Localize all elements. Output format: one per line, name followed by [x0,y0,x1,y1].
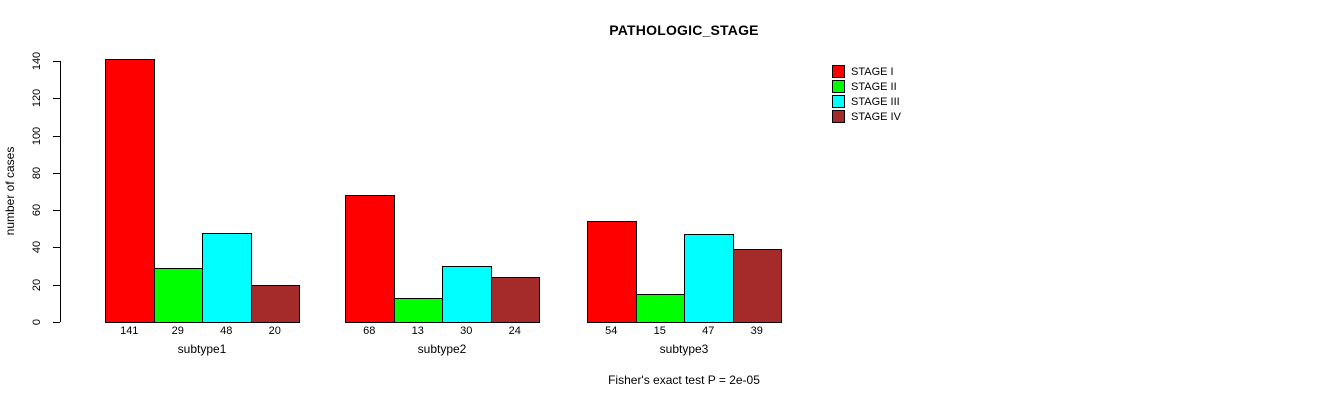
bar-value-label: 24 [508,325,521,337]
y-tick-label: 140 [31,51,43,71]
y-tick-label: 100 [31,126,43,145]
bar-value-label: 48 [220,325,233,337]
bar-value-label: 13 [411,325,424,337]
bar-stage-iv-subtype2 [490,277,540,323]
y-tick-label: 20 [31,278,43,291]
bar-stage-ii-subtype3 [635,294,685,323]
bar-stage-i-subtype1 [105,59,155,323]
y-axis-line [60,61,61,322]
bar-value-label: 29 [171,325,184,337]
bar-stage-iii-subtype2 [442,266,492,323]
legend-label: STAGE I [851,66,894,78]
bar-value-label: 68 [363,325,376,337]
y-tick-mark [53,98,60,100]
bar-stage-iv-subtype3 [732,249,782,323]
bar-value-label: 30 [460,325,473,337]
y-tick-mark [53,61,60,62]
y-tick-mark [53,322,60,323]
bar-value-label: 39 [750,325,763,337]
y-tick-mark [53,172,60,174]
y-tick-mark [53,135,60,137]
legend-swatch-stage-i-icon [832,65,845,78]
bar-stage-i-subtype3 [587,221,637,323]
bar-stage-iv-subtype1 [250,284,300,323]
y-tick-label: 0 [31,318,43,326]
bar-stage-ii-subtype1 [153,267,203,323]
bar-value-label: 141 [120,325,139,337]
y-axis-title: number of cases [3,146,17,236]
bar-value-label: 47 [702,325,715,337]
category-label-subtype1: subtype1 [177,342,227,356]
y-tick-mark [53,284,60,286]
bar-value-label: 20 [268,325,281,337]
bar-value-label: 54 [605,325,618,337]
legend-swatch-stage-iii-icon [832,95,845,108]
legend-swatch-stage-iv-icon [832,110,845,123]
legend-label: STAGE III [851,96,900,108]
bar-stage-i-subtype2 [345,195,395,323]
y-tick-label: 40 [31,241,43,254]
legend-label: STAGE II [851,81,897,93]
y-tick-label: 120 [31,89,43,108]
category-label-subtype3: subtype3 [659,342,709,356]
chart-title: PATHOLOGIC_STAGE [609,22,759,38]
bar-stage-ii-subtype2 [393,297,443,323]
y-tick-mark [53,210,60,212]
y-tick-label: 60 [31,204,43,217]
stat-test-annotation: Fisher's exact test P = 2e-05 [608,373,760,387]
legend-label: STAGE IV [851,111,901,123]
bar-stage-iii-subtype1 [202,232,252,323]
bar-stage-iii-subtype3 [684,234,734,323]
category-label-subtype2: subtype2 [417,342,467,356]
legend-swatch-stage-ii-icon [832,80,845,93]
y-tick-label: 80 [31,166,43,179]
bar-value-label: 15 [653,325,666,337]
y-tick-mark [53,247,60,249]
